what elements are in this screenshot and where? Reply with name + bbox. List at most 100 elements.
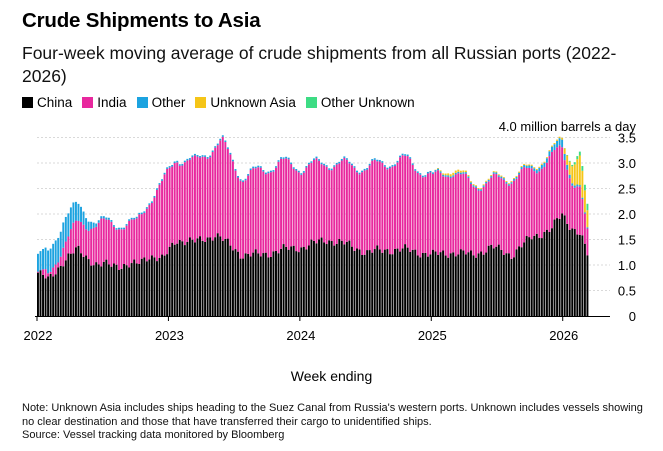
x-axis-title: Week ending [290,368,373,384]
bar-segment-other [530,165,533,169]
bar-segment-china [333,245,336,316]
week-bar [313,158,315,316]
bar-segment-other [416,171,419,173]
week-bar [421,175,424,316]
bar-segment-india [171,166,174,243]
bar-segment-unknown-asia [561,137,564,140]
bar-segment-unknown-asia [507,183,510,185]
week-bar [57,237,60,316]
bar-segment-other [482,185,485,187]
bar-segment-other [145,207,148,209]
bar-segment-india [145,208,148,262]
bar-segment-india [176,162,179,244]
bar-segment-india [181,165,184,242]
bar-segment-unknown-asia [500,175,503,177]
week-bar [153,195,156,316]
bar-segment-other [406,154,409,157]
bar-segment-india [148,204,151,260]
bar-segment-other [411,163,414,165]
y-tick-label: 0.5 [618,284,636,299]
bar-segment-india [368,165,371,251]
week-bar [464,170,467,316]
bar-segment-unknown-asia [525,164,528,166]
bar-segment-china [358,249,361,316]
bar-segment-india [318,160,320,240]
bar-segment-other [44,247,47,270]
bar-segment-other [525,165,528,169]
bar-segment-other [216,143,219,146]
bar-segment-other [563,153,566,161]
bar-segment-china [462,250,465,316]
bar-segment-other [583,212,586,214]
bar-segment-china [378,249,381,316]
bar-segment-china [411,249,414,316]
bar-segment-india [37,271,39,273]
bar-segment-india [561,147,564,214]
bar-segment-india [469,183,472,251]
bar-segment-other [457,171,460,174]
week-bar [505,181,508,316]
bar-segment-china [350,246,353,316]
bar-segment-china [335,243,338,316]
bar-segment-other [135,216,138,219]
bar-segment-other-unknown [573,162,576,165]
bar-segment-india [340,160,343,241]
bar-segment-china [376,245,379,316]
bar-segment-other [247,174,250,176]
bar-segment-india [558,145,561,219]
bar-segment-other [193,153,196,156]
bar-segment-unknown-asia [563,148,566,154]
bar-segment-other [535,170,538,174]
bar-segment-india [226,148,229,239]
bar-segment-other [345,158,348,160]
bar-segment-other [267,171,270,174]
bar-segment-other [323,163,326,166]
bar-segment-china [540,238,543,316]
bar-segment-other [183,160,186,163]
bar-segment-china [54,274,57,316]
bar-segment-india [211,152,214,241]
bar-segment-unknown-asia [540,163,543,165]
week-bar [447,173,450,316]
bar-segment-other [424,175,427,177]
week-bar [90,221,93,316]
bar-segment-india [292,168,295,246]
bar-segment-other [533,168,536,172]
bar-segment-china [59,265,62,316]
week-bar [578,151,581,316]
bar-segment-india [520,169,523,248]
bar-segment-other [464,172,467,174]
bar-segment-other [378,159,381,162]
bar-segment-india [300,174,303,248]
bar-segment-other [272,170,275,172]
bar-segment-china [112,263,115,316]
bar-segment-other [133,217,136,220]
bar-segment-china [214,237,217,316]
bar-segment-india [69,229,72,254]
bar-segment-unknown-asia [452,172,455,176]
bar-segment-china [556,218,559,316]
bar-segment-india [214,147,217,238]
legend-swatch-unknown-asia [195,97,207,108]
bar-segment-china [576,234,579,316]
bar-segment-china [568,229,571,316]
bar-segment-unknown-asia [469,181,472,183]
week-bar [307,162,310,316]
week-bar [520,166,523,316]
bar-segment-india [166,168,169,255]
week-bar [204,155,207,316]
bar-segment-china [135,263,138,316]
bar-segment-china [69,253,72,316]
week-bar [323,163,326,316]
x-tick-label: 2024 [286,328,315,343]
bar-segment-other [518,172,521,175]
bar-segment-china [500,249,503,316]
bar-segment-india [123,229,126,264]
bar-segment-china [505,253,508,316]
bar-segment-china [492,248,495,316]
bar-segment-china [201,240,204,316]
week-bar [277,160,280,316]
bar-segment-other [434,170,437,172]
bar-segment-other [495,172,498,175]
bar-segment-india [77,220,80,246]
